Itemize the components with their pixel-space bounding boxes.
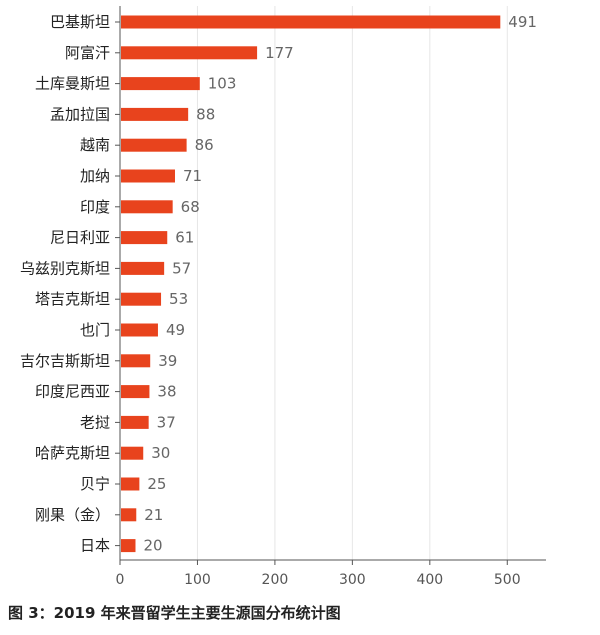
bar — [121, 539, 136, 553]
axes — [115, 6, 546, 565]
value-label: 38 — [157, 383, 176, 401]
category-label: 阿富汗 — [65, 44, 110, 62]
figure-caption: 图 3：2019 年来晋留学生主要生源国分布统计图 — [8, 604, 341, 622]
bar — [121, 446, 144, 460]
bars — [121, 15, 501, 553]
bar — [121, 354, 151, 368]
x-tick-label: 500 — [494, 572, 521, 588]
value-label: 39 — [158, 352, 177, 370]
category-label: 尼日利亚 — [50, 229, 110, 247]
category-label: 孟加拉国 — [50, 105, 110, 123]
value-label: 103 — [208, 75, 237, 93]
bar — [121, 46, 258, 60]
value-label: 71 — [183, 167, 202, 185]
grid-lines — [196, 6, 508, 560]
value-label: 88 — [196, 105, 215, 123]
x-tick-label: 0 — [116, 572, 125, 588]
bar — [121, 107, 189, 121]
category-label: 也门 — [80, 321, 110, 339]
bar — [121, 261, 165, 275]
bar — [121, 138, 187, 152]
category-label: 日本 — [80, 537, 110, 555]
category-label: 刚果（金） — [35, 506, 110, 524]
category-label: 土库曼斯坦 — [35, 75, 110, 93]
category-label: 乌兹别克斯坦 — [20, 259, 110, 277]
category-label: 老挝 — [80, 413, 110, 431]
value-label: 86 — [195, 136, 214, 154]
bar — [121, 200, 173, 214]
value-label: 20 — [143, 537, 162, 555]
bar — [121, 231, 168, 245]
category-label: 巴基斯坦 — [50, 13, 110, 31]
x-tick-label: 400 — [416, 572, 443, 588]
bar-chart: 0 100 200 300 400 500 巴基斯坦 491 阿富汗 177 土库曼斯坦 103 孟加拉… — [20, 6, 546, 588]
bar — [121, 477, 140, 491]
value-label: 57 — [172, 259, 191, 277]
category-label: 印度 — [80, 198, 110, 216]
bar — [121, 385, 150, 399]
value-label: 491 — [508, 13, 537, 31]
value-label: 49 — [166, 321, 185, 339]
value-label: 68 — [181, 198, 200, 216]
bar — [121, 508, 137, 522]
category-label: 塔吉克斯坦 — [35, 290, 110, 308]
category-label: 哈萨克斯坦 — [35, 444, 110, 462]
bar — [121, 323, 158, 337]
x-tick-label: 300 — [339, 572, 366, 588]
value-label: 177 — [265, 44, 294, 62]
value-label: 25 — [147, 475, 166, 493]
x-tick-label: 200 — [262, 572, 289, 588]
bar — [121, 415, 149, 429]
category-label: 贝宁 — [80, 475, 110, 493]
category-label: 越南 — [80, 136, 110, 154]
bar — [121, 15, 501, 29]
x-tick-label: 100 — [184, 572, 211, 588]
bar — [121, 77, 200, 91]
value-label: 37 — [157, 413, 176, 431]
bar — [121, 292, 162, 306]
value-label: 30 — [151, 444, 170, 462]
labels: 0 100 200 300 400 500 巴基斯坦 491 阿富汗 177 土库曼斯坦 103 孟加拉… — [20, 13, 537, 588]
category-label: 印度尼西亚 — [35, 383, 110, 401]
bar — [121, 169, 175, 183]
category-label: 吉尔吉斯斯坦 — [20, 352, 110, 370]
category-label: 加纳 — [80, 167, 110, 185]
value-label: 21 — [144, 506, 163, 524]
value-label: 53 — [169, 290, 188, 308]
value-label: 61 — [175, 229, 194, 247]
